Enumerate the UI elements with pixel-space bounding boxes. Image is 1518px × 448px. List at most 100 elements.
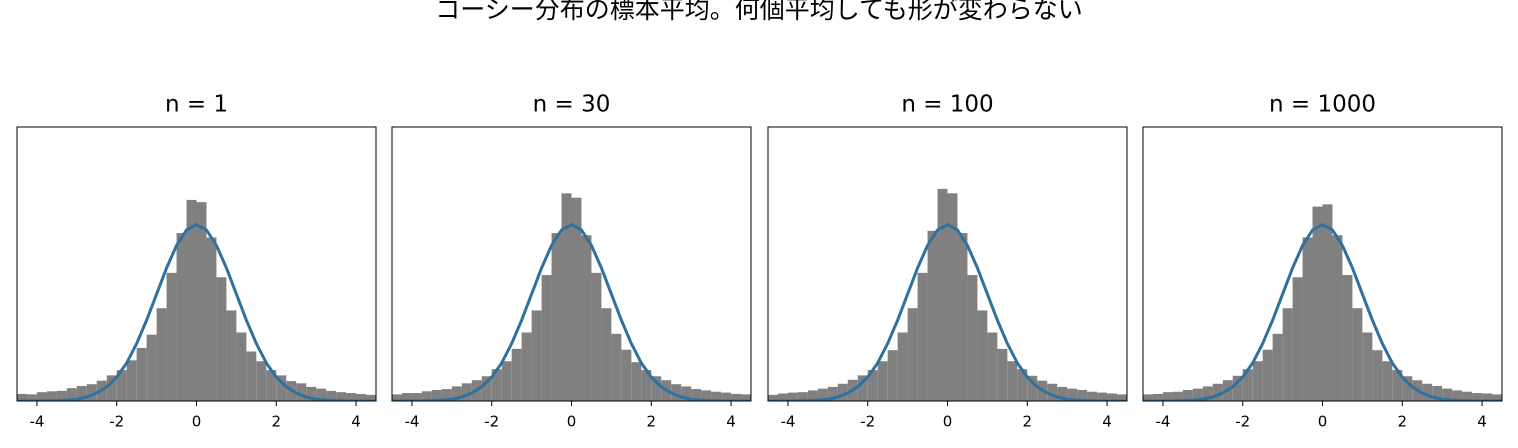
histogram-bar	[411, 393, 422, 401]
histogram-bar	[541, 275, 552, 401]
histogram-bar	[1182, 389, 1193, 401]
panel-title: n = 1000	[1269, 92, 1376, 118]
histogram-bar	[126, 360, 137, 401]
histogram-bar	[1172, 391, 1183, 401]
histogram-bar	[156, 308, 167, 401]
histogram-bar	[511, 348, 522, 401]
histogram-bar	[1422, 383, 1433, 401]
histogram-bar	[857, 375, 868, 401]
histogram-bar	[917, 272, 928, 401]
x-tick-label: -4	[29, 413, 44, 431]
histogram-bar	[1212, 383, 1223, 401]
histogram-bar	[1047, 383, 1058, 401]
histogram-bar	[76, 385, 87, 401]
histogram-bar	[146, 334, 157, 401]
histogram-bar	[551, 233, 562, 401]
histogram-bar	[246, 351, 257, 401]
histogram-bar	[887, 350, 898, 401]
x-tick-label: -2	[860, 413, 875, 431]
histogram-bar	[1232, 375, 1243, 401]
x-tick-label: 0	[1318, 413, 1328, 431]
histogram-bar	[1322, 204, 1333, 401]
histogram-bar	[296, 383, 307, 401]
histogram-bar	[136, 347, 147, 401]
histogram-bar	[1302, 237, 1313, 401]
histogram-bar	[1382, 361, 1393, 401]
histogram-bar	[1272, 333, 1283, 401]
histogram-bar	[441, 389, 452, 401]
density-curve	[17, 222, 376, 401]
histogram-bar	[306, 386, 317, 401]
histogram-bar	[1292, 277, 1303, 401]
density-curve	[1143, 222, 1502, 401]
histogram-bar	[631, 362, 642, 401]
x-tick-label: 2	[647, 413, 657, 431]
histogram-bar	[1452, 390, 1463, 401]
histogram-bar	[701, 390, 712, 401]
x-tick-label: 0	[567, 413, 577, 431]
histogram-bar	[1007, 361, 1018, 401]
histogram-bar	[431, 389, 442, 401]
plot-area	[768, 188, 1127, 401]
histogram-bar	[1242, 369, 1253, 401]
histogram-bar	[266, 370, 277, 401]
histogram-bar	[797, 392, 808, 401]
histogram-bar	[421, 391, 432, 401]
x-tick-label: 4	[1102, 413, 1112, 431]
histogram-bar	[681, 386, 692, 401]
histogram-bar	[461, 383, 472, 401]
histogram-bar	[86, 384, 97, 401]
histogram-bar	[1107, 393, 1118, 401]
histogram-bar	[621, 349, 632, 401]
histogram-bar	[937, 188, 948, 401]
figure-title: コーシー分布の標本平均。何個平均しても形が変わらない	[435, 0, 1083, 24]
histogram-bar	[186, 199, 197, 401]
histogram-bar	[601, 308, 612, 401]
histogram-bar	[392, 394, 402, 401]
histogram-bar	[641, 370, 652, 401]
histogram-bar	[366, 394, 376, 401]
histogram-bar	[501, 361, 512, 401]
histogram-bar	[1352, 308, 1363, 401]
histogram-bar	[1017, 369, 1028, 401]
histogram-bar	[236, 332, 247, 401]
density-curve	[768, 222, 1127, 401]
histogram-bar	[17, 393, 27, 401]
panel-title: n = 1	[165, 92, 228, 118]
histogram-bar	[1372, 350, 1383, 401]
x-tick-label: -4	[1155, 413, 1170, 431]
histogram-bar	[1057, 386, 1068, 401]
histogram-bar	[1077, 389, 1088, 401]
histogram-bar	[768, 394, 778, 401]
x-tick-label: 2	[1398, 413, 1408, 431]
histogram-bar	[651, 376, 662, 401]
histogram-bar	[897, 332, 908, 401]
histogram-bar	[591, 272, 602, 401]
histogram-bar	[581, 235, 592, 401]
x-tick-label: 4	[1477, 413, 1487, 431]
histogram-bar	[721, 392, 732, 401]
histogram-bar	[1192, 388, 1203, 401]
histogram-bar	[36, 392, 47, 401]
panel: n = 1 -4 -2 0 2 4	[16, 92, 377, 431]
histogram-bar	[561, 193, 572, 401]
histogram-bar	[176, 233, 187, 401]
histogram-bar	[401, 393, 412, 401]
histogram-bar	[1342, 275, 1353, 401]
histogram-bar	[326, 390, 337, 401]
histogram-bar	[1432, 385, 1443, 401]
histogram-bar	[1152, 393, 1163, 401]
histogram-bar	[531, 310, 542, 401]
x-tick-label: 2	[1023, 413, 1033, 431]
density-curve	[392, 222, 751, 401]
histogram-bar	[1162, 392, 1173, 401]
histogram-bar	[837, 383, 848, 401]
histogram-bar	[26, 394, 37, 401]
histogram-bar	[276, 375, 287, 401]
histogram-bar	[491, 369, 502, 401]
histogram-bar	[611, 333, 622, 401]
histogram-bar	[356, 393, 367, 401]
histogram-bar	[741, 394, 751, 401]
histogram-bar	[1117, 394, 1127, 401]
